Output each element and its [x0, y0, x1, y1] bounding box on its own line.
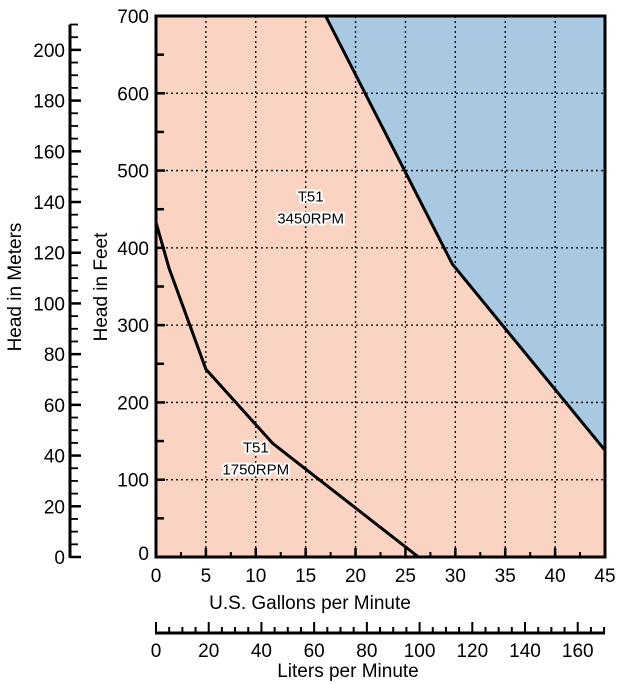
- y-tick-label: 700: [117, 7, 149, 28]
- y-tick-label: 400: [117, 239, 149, 260]
- meters-tick-label: 80: [44, 345, 65, 366]
- y-tick-label: 600: [117, 84, 149, 105]
- y-axis-title: Head in Feet: [91, 232, 112, 342]
- x-tick-label: 5: [201, 566, 212, 587]
- liters-tick-label: 160: [562, 641, 594, 662]
- meters-tick-label: 180: [33, 92, 65, 113]
- secondary-y-axis-title: Head in Meters: [5, 223, 26, 352]
- liters-tick-label: 60: [304, 641, 325, 662]
- meters-tick-label: 0: [54, 548, 65, 569]
- meters-tick-label: 200: [33, 41, 65, 62]
- liters-tick-label: 20: [198, 641, 219, 662]
- y-tick-label: 100: [117, 471, 149, 492]
- meters-tick-label: 100: [33, 294, 65, 315]
- series-line-1750rpm: [154, 221, 420, 559]
- x-tick-label: 35: [495, 566, 516, 587]
- x-tick-label: 0: [151, 566, 162, 587]
- x-tick-label: 25: [395, 566, 416, 587]
- liters-tick-label: 40: [251, 641, 272, 662]
- liters-tick-label: 80: [356, 641, 377, 662]
- series-label: 1750RPM: [222, 462, 289, 479]
- y-tick-label: 0: [138, 544, 149, 565]
- meters-tick-label: 140: [33, 193, 65, 214]
- x-tick-label: 15: [295, 566, 316, 587]
- series-line-3450rpm: [324, 15, 607, 452]
- x-tick-label: 40: [545, 566, 566, 587]
- y-tick-label: 200: [117, 393, 149, 414]
- meters-tick-label: 60: [44, 396, 65, 417]
- series-label: 3450RPM: [277, 210, 344, 227]
- y-tick-label: 500: [117, 162, 149, 183]
- x-tick-label: 10: [245, 566, 266, 587]
- y-tick-label: 300: [117, 316, 149, 337]
- meters-tick-label: 120: [33, 244, 65, 265]
- meters-tick-label: 160: [33, 142, 65, 163]
- series-label: T51: [298, 188, 324, 205]
- liters-tick-label: 0: [151, 641, 162, 662]
- x-tick-label: 20: [345, 566, 366, 587]
- x-tick-label: 30: [445, 566, 466, 587]
- meters-tick-label: 40: [44, 447, 65, 468]
- x-tick-label: 45: [594, 566, 615, 587]
- outside-region: [325, 16, 605, 451]
- secondary-x-axis-title: Liters per Minute: [277, 661, 419, 682]
- x-axis-title: U.S. Gallons per Minute: [209, 593, 411, 614]
- liters-tick-label: 120: [456, 641, 488, 662]
- liters-tick-label: 100: [404, 641, 436, 662]
- liters-tick-label: 140: [509, 641, 541, 662]
- meters-tick-label: 20: [44, 497, 65, 518]
- series-label: T51: [243, 440, 269, 457]
